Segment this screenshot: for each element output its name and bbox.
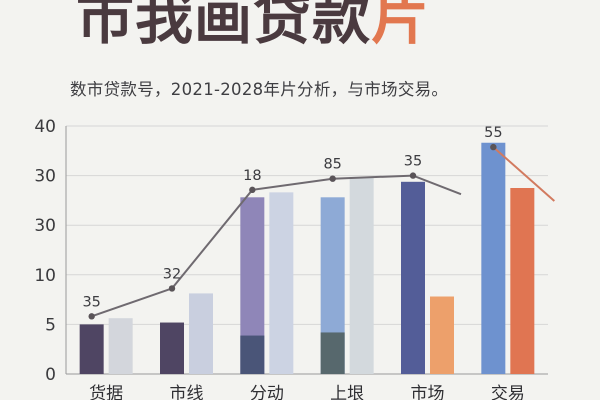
page-subtitle: 数市贷款号，2021-2028年片分析，与市场交易。 (70, 80, 449, 99)
y-tick-label: 40 (34, 117, 56, 137)
trend-line (91, 174, 462, 318)
bar-series2 (108, 318, 133, 374)
y-tick-label: 30 (34, 216, 56, 236)
title-accent-text: 片 (371, 0, 431, 52)
bar-series1 (401, 181, 425, 374)
trend-point-label: 18 (243, 168, 261, 184)
trend-point (168, 285, 176, 292)
bar-series1 (481, 142, 506, 374)
trend-point-label: 85 (323, 157, 341, 173)
bar-series2 (510, 188, 535, 374)
bar-series2 (430, 296, 454, 374)
trend-point-label: 35 (404, 154, 422, 170)
x-category-label: 交易 (491, 384, 525, 400)
bar-series1 (79, 324, 104, 374)
title-main-text: 市我画贷款 (76, 0, 372, 52)
bar-series1-lower-segment (240, 335, 265, 374)
trend-line-last-segment (492, 146, 555, 202)
bar-series1 (240, 197, 265, 374)
bar-series2 (269, 192, 294, 374)
y-tick-label: 30 (34, 167, 56, 187)
x-category-label: 市线 (170, 384, 204, 400)
trend-point (490, 143, 497, 151)
trend-point-label: 32 (163, 266, 181, 282)
trend-point (88, 313, 95, 320)
bar-series1-lower-segment (320, 332, 345, 374)
trend-point (249, 186, 256, 194)
y-tick-label: 5 (45, 315, 56, 335)
trend-point-label: 35 (82, 294, 100, 310)
bar-series2 (189, 293, 213, 374)
x-category-label: 货据 (89, 384, 123, 400)
trend-point (329, 175, 336, 182)
bar-series1 (160, 322, 184, 374)
y-tick-label: 0 (45, 365, 56, 385)
page-title: 市我画贷款片 (76, 0, 430, 58)
x-category-label: 市场 (411, 384, 445, 400)
x-category-label: 分动 (250, 384, 284, 400)
x-category-label: 上垠 (330, 384, 364, 400)
trend-point-label: 55 (484, 125, 502, 141)
y-tick-label: 10 (34, 266, 56, 286)
bar-series2 (349, 176, 374, 374)
trend-point (409, 172, 417, 179)
